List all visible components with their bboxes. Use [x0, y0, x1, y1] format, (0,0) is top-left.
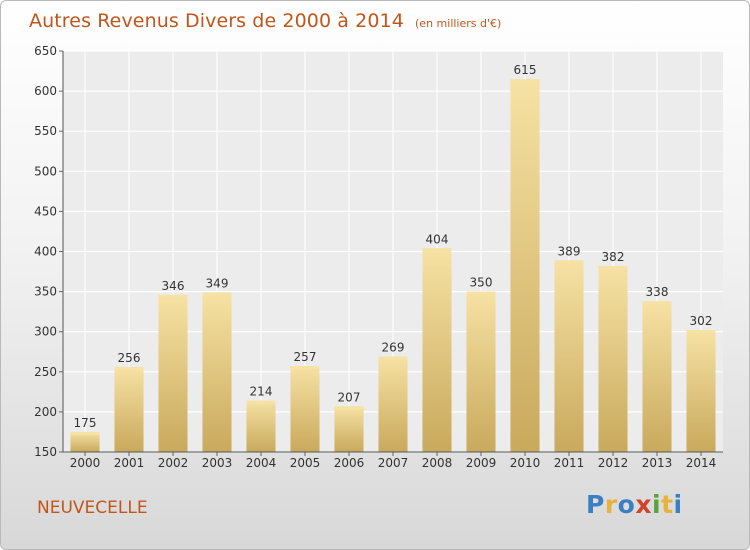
bar-top [334, 406, 364, 410]
proxiti-logo[interactable]: Proxiti [586, 490, 683, 519]
data-label: 256 [118, 351, 141, 365]
chart-title-row: Autres Revenus Divers de 2000 à 2014 (en… [29, 10, 501, 32]
data-label: 382 [602, 250, 625, 264]
x-tick-label: 2005 [290, 456, 321, 470]
data-label: 207 [338, 390, 361, 404]
logo-letter: r [604, 490, 618, 519]
x-tick-label: 2011 [554, 456, 585, 470]
data-label: 175 [74, 416, 97, 430]
x-tick-label: 2003 [202, 456, 233, 470]
bar [246, 400, 276, 452]
bar [554, 260, 584, 452]
y-tick-label: 350 [34, 285, 57, 299]
data-label: 404 [426, 232, 449, 246]
bar-top [70, 431, 100, 435]
axes [59, 50, 723, 456]
bar [202, 292, 232, 452]
data-label: 349 [206, 276, 229, 290]
x-tick-label: 2009 [466, 456, 497, 470]
bar-top [422, 248, 452, 252]
x-tick-label: 2012 [598, 456, 629, 470]
logo-letter: i [673, 490, 683, 519]
x-tick-label: 2013 [642, 456, 673, 470]
data-label: 269 [382, 341, 405, 355]
x-tick-label: 2001 [114, 456, 145, 470]
bar [70, 431, 100, 452]
commune-name: NEUVECELLE [37, 498, 148, 518]
logo-letter: i [652, 490, 662, 519]
logo-letter: t [661, 490, 674, 519]
y-tick-label: 300 [34, 325, 57, 339]
bar-top [378, 356, 408, 360]
bar-top [290, 366, 320, 370]
x-tick-label: 2004 [246, 456, 277, 470]
logo-letter: P [586, 490, 605, 519]
bar [510, 79, 540, 452]
x-tick-label: 2000 [70, 456, 101, 470]
bar [466, 291, 496, 452]
y-tick-label: 450 [34, 204, 57, 218]
bar-top [686, 330, 716, 334]
bar-top [202, 292, 232, 296]
bar-top [598, 265, 628, 269]
data-label: 257 [294, 350, 317, 364]
bar-top [642, 301, 672, 305]
bars [70, 79, 716, 452]
bar [598, 265, 628, 452]
data-label: 346 [162, 279, 185, 293]
x-tick-label: 2008 [422, 456, 453, 470]
bar [378, 356, 408, 452]
x-tick-label: 2002 [158, 456, 189, 470]
data-label: 389 [558, 244, 581, 258]
bar-top [554, 260, 584, 264]
x-tick-label: 2006 [334, 456, 365, 470]
logo-letter: o [617, 490, 636, 519]
y-tick-label: 150 [34, 445, 57, 459]
x-tick-label: 2014 [686, 456, 717, 470]
bar-top [158, 294, 188, 298]
data-label: 214 [250, 385, 273, 399]
y-tick-label: 550 [34, 124, 57, 138]
bar [642, 301, 672, 452]
bar [334, 406, 364, 452]
bar [290, 366, 320, 452]
chart-subtitle: (en milliers d'€) [415, 17, 502, 30]
data-label: 338 [646, 285, 669, 299]
bar [114, 366, 144, 452]
chart-title: Autres Revenus Divers de 2000 à 2014 [29, 10, 404, 32]
logo-letter: x [635, 490, 652, 519]
y-tick-label: 250 [34, 365, 57, 379]
data-label: 615 [514, 63, 537, 77]
bar-top [114, 366, 144, 370]
bar-top [466, 291, 496, 295]
labels: 150 200 250 300 350 400 450 500 550 600 650 175 2000… [34, 44, 716, 470]
bar-top [510, 79, 540, 83]
y-tick-label: 650 [34, 44, 57, 58]
bar [686, 330, 716, 452]
y-tick-label: 500 [34, 164, 57, 178]
x-tick-label: 2010 [510, 456, 541, 470]
y-tick-label: 600 [34, 84, 57, 98]
bar [158, 294, 188, 452]
bar-top [246, 400, 276, 404]
y-tick-label: 200 [34, 405, 57, 419]
data-label: 350 [470, 276, 493, 290]
x-tick-label: 2007 [378, 456, 409, 470]
data-label: 302 [690, 314, 713, 328]
y-tick-label: 400 [34, 245, 57, 259]
bar [422, 248, 452, 452]
